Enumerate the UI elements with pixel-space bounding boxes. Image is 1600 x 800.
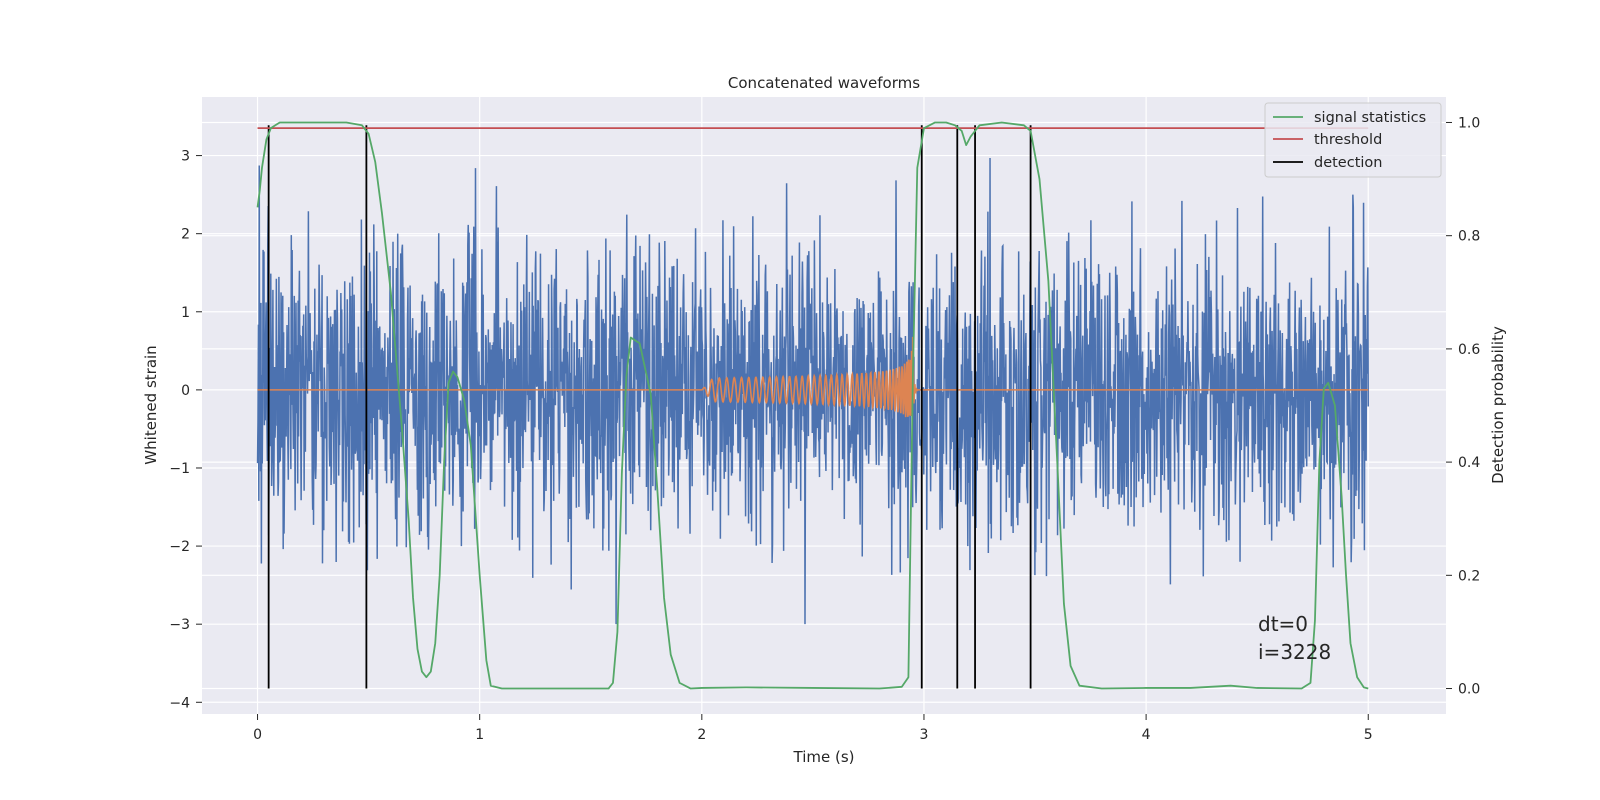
- y-right-tick-label: 0.6: [1458, 342, 1480, 358]
- legend-label-signal: signal statistics: [1314, 110, 1426, 126]
- y-right-tick-label: 0.8: [1458, 229, 1480, 245]
- x-tick-label: 4: [1142, 727, 1151, 743]
- y-left-tick-label: 1: [181, 305, 190, 321]
- annotation-index: i=3228: [1258, 640, 1331, 664]
- y-left-tick-label: −3: [169, 617, 190, 633]
- signal-statistics-line: [256, 121, 1369, 690]
- legend-box: [1264, 102, 1442, 178]
- legend: signal statistics threshold detection: [1264, 102, 1442, 178]
- noise-series-line: [256, 158, 1369, 625]
- y-left-tick-label: 2: [181, 227, 190, 243]
- y-right-tick-label: 1.0: [1458, 115, 1480, 131]
- chart-title: Concatenated waveforms: [728, 74, 920, 92]
- y-left-tick-label: 0: [181, 383, 190, 399]
- x-tick-label: 3: [920, 727, 929, 743]
- y-right-tick-label: 0.0: [1458, 682, 1480, 698]
- y-left-tick-label: −1: [169, 461, 190, 477]
- chirp-series-line: [257, 336, 1369, 418]
- y-right-tick-label: 0.4: [1458, 455, 1480, 471]
- y-left-tick-label: −4: [169, 695, 190, 711]
- grid-lines: [202, 97, 1446, 714]
- y-left-tick-label: −2: [169, 539, 190, 555]
- annotation-dt: dt=0: [1258, 612, 1308, 636]
- y-axis-label-left: Whitened strain: [142, 345, 160, 464]
- x-tick-label: 0: [253, 727, 262, 743]
- x-axis-label: Time (s): [793, 748, 855, 766]
- x-tick-label: 2: [697, 727, 706, 743]
- legend-label-detection: detection: [1314, 155, 1382, 171]
- y-axis-label-right: Detection probability: [1489, 326, 1507, 484]
- x-tick-label: 5: [1364, 727, 1373, 743]
- series-layer: [256, 121, 1369, 690]
- tick-labels: 0 1 2 3 4 5 −4 −3 −2 −1 0 1 2 3 0.0 0.2 0.4 0.6 0.8 1.0: [169, 115, 1480, 743]
- annotation: dt=0 i=3228: [1258, 612, 1331, 664]
- y-right-tick-label: 0.2: [1458, 568, 1480, 584]
- y-left-tick-label: 3: [181, 149, 190, 165]
- x-tick-label: 1: [475, 727, 484, 743]
- legend-label-threshold: threshold: [1314, 132, 1382, 148]
